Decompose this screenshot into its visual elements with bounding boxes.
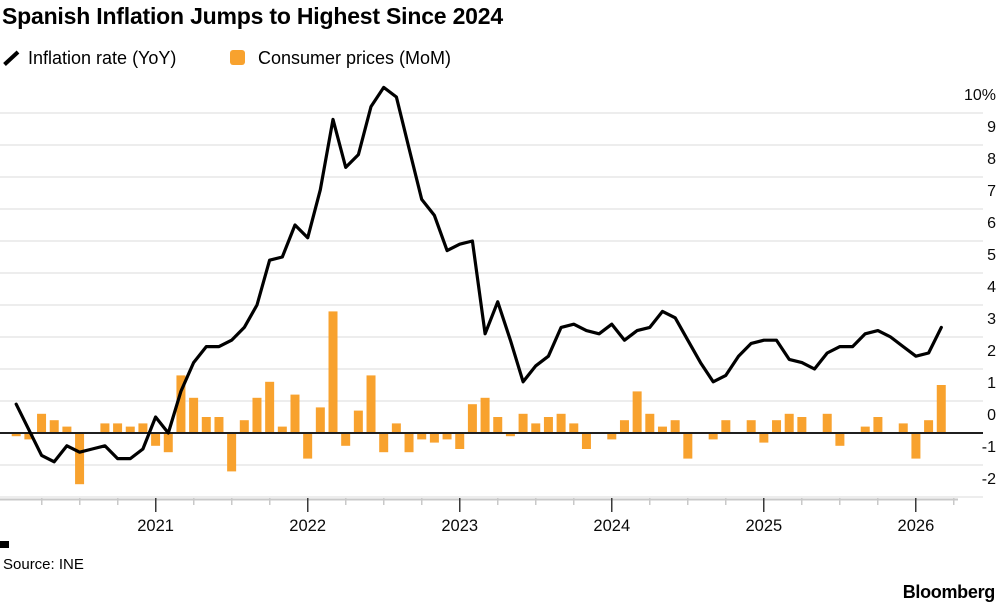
mom-bar: [277, 426, 287, 433]
y-axis-label: 3: [987, 311, 996, 328]
mom-bar: [125, 426, 135, 433]
mom-bar: [505, 433, 515, 437]
mom-bar: [569, 423, 579, 433]
mom-bar: [543, 417, 553, 433]
mom-bar: [683, 433, 693, 459]
y-axis-label: 4: [987, 279, 996, 296]
mom-bar: [303, 433, 313, 459]
source-note: Source: INE: [3, 556, 84, 573]
mom-bar: [784, 413, 794, 433]
mom-bar: [632, 391, 642, 433]
y-axis-label: 9: [987, 119, 996, 136]
mom-bar: [936, 385, 946, 433]
mom-bar: [24, 433, 34, 440]
y-axis-label: 6: [987, 215, 996, 232]
mom-bar: [860, 426, 870, 433]
mom-bar: [290, 394, 300, 433]
mom-bar: [214, 417, 224, 433]
mom-bar: [670, 420, 680, 433]
mom-bar: [467, 404, 477, 433]
mom-bar: [480, 397, 490, 433]
mom-bar: [404, 433, 414, 453]
mom-bar: [911, 433, 921, 459]
mom-bar: [518, 413, 528, 433]
mom-bar: [163, 433, 173, 453]
mom-bar: [607, 433, 617, 440]
mom-bar: [455, 433, 465, 449]
mom-bar: [581, 433, 591, 449]
mom-bar: [62, 426, 72, 433]
mom-bar: [252, 397, 262, 433]
mom-bar: [239, 420, 249, 433]
mom-bar: [429, 433, 439, 443]
chart-legend: Inflation rate (YoY) Consumer prices (Mo…: [0, 46, 600, 72]
mom-bar: [176, 375, 186, 433]
legend-label-mom: Consumer prices (MoM): [258, 48, 452, 68]
page-title: Spanish Inflation Jumps to Highest Since…: [2, 3, 503, 29]
y-axis-label: 1: [987, 375, 996, 392]
mom-bar: [113, 423, 123, 433]
mom-bar: [442, 433, 452, 440]
x-axis-year-label: 2026: [898, 517, 935, 535]
y-axis-label: 0: [987, 407, 996, 424]
mom-bar: [924, 420, 934, 433]
yoy-line: [14, 85, 943, 464]
x-axis-year-label: 2021: [137, 517, 174, 535]
y-axis-label: -1: [982, 439, 996, 456]
mom-bar: [531, 423, 541, 433]
mom-bar: [772, 420, 782, 433]
y-axis-label: 2: [987, 343, 996, 360]
mom-bar: [328, 311, 338, 433]
mom-bar: [746, 420, 756, 433]
mom-bar: [379, 433, 389, 453]
mom-bar: [873, 417, 883, 433]
mom-bar: [201, 417, 211, 433]
mom-bar: [493, 417, 503, 433]
mom-bar: [265, 381, 275, 433]
mom-bar: [417, 433, 427, 440]
mom-bar: [619, 420, 629, 433]
mom-bar: [898, 423, 908, 433]
mom-bar: [49, 420, 59, 433]
mom-bar: [138, 423, 148, 433]
x-axis-year-label: 2023: [441, 517, 478, 535]
mom-bar: [189, 397, 199, 433]
mom-bar: [657, 426, 667, 433]
y-axis-label: 7: [987, 183, 996, 200]
mom-bar: [721, 420, 731, 433]
x-axis-year-label: 2024: [593, 517, 630, 535]
mom-bar: [227, 433, 237, 472]
y-axis-label: 8: [987, 151, 996, 168]
bloomberg-logo: Bloomberg: [902, 582, 996, 602]
mom-bar: [835, 433, 845, 446]
footer-divider-mark: [0, 541, 9, 548]
mom-bar: [37, 413, 47, 433]
mom-bar: [151, 433, 161, 446]
mom-bar: [645, 413, 655, 433]
mom-bar: [353, 410, 363, 433]
mom-bar: [797, 417, 807, 433]
mom-bar: [100, 423, 110, 433]
mom-bar: [315, 407, 325, 433]
line-series-icon: [3, 50, 20, 66]
bar-series-icon: [230, 50, 245, 65]
mom-bar: [366, 375, 376, 433]
mom-bar: [556, 413, 566, 433]
y-axis-label: -2: [982, 471, 996, 488]
mom-bar: [822, 413, 832, 433]
mom-bar: [391, 423, 401, 433]
x-axis-year-label: 2025: [745, 517, 782, 535]
x-axis-year-label: 2022: [289, 517, 326, 535]
mom-bar: [708, 433, 718, 440]
mom-bar: [11, 433, 21, 437]
legend-label-yoy: Inflation rate (YoY): [28, 48, 177, 68]
mom-bar: [341, 433, 351, 446]
y-axis-label: 10%: [964, 87, 996, 104]
y-axis-label: 5: [987, 247, 996, 264]
mom-bar: [75, 433, 85, 485]
mom-bar: [759, 433, 769, 443]
